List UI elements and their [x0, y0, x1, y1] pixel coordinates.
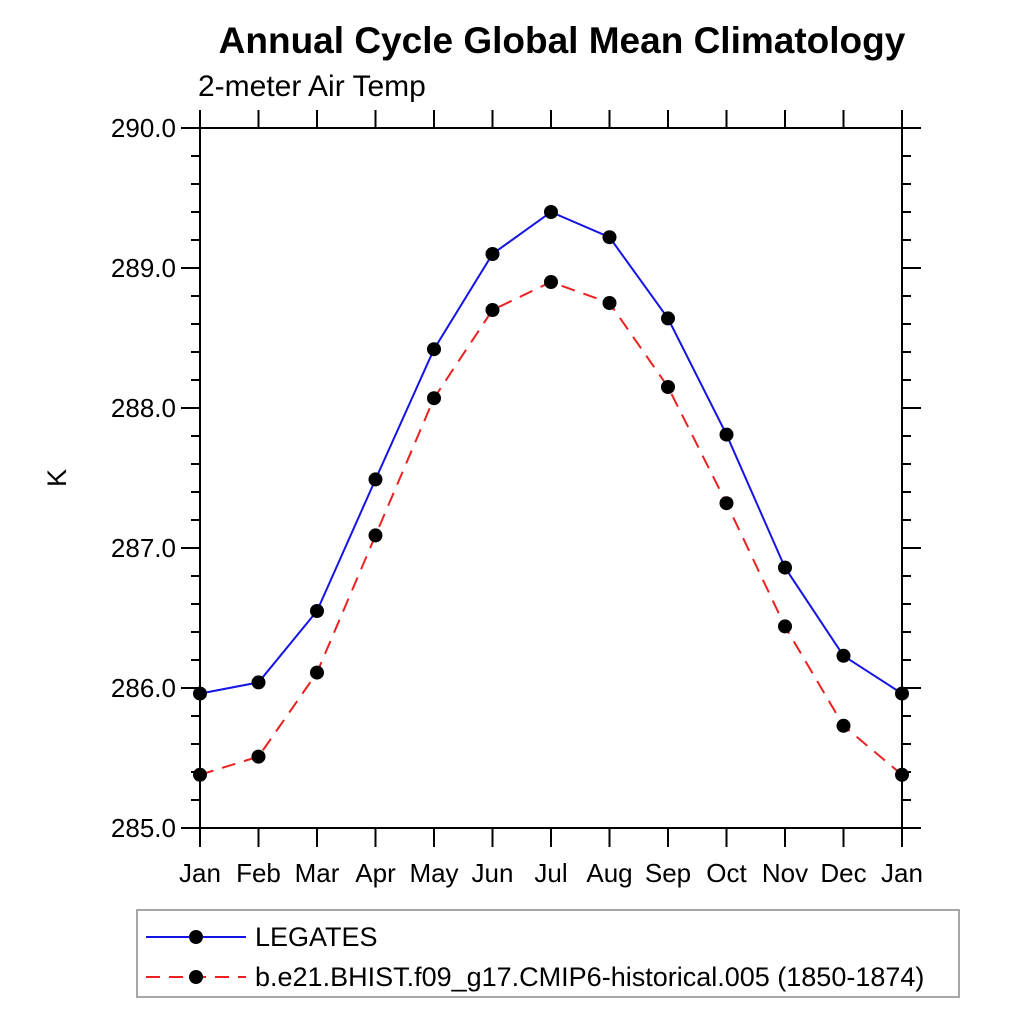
- data-point: [251, 675, 266, 690]
- x-tick-label: Jan: [179, 858, 221, 888]
- legend-label: b.e21.BHIST.f09_g17.CMIP6-historical.005…: [255, 961, 925, 992]
- data-point: [661, 380, 675, 394]
- x-tick-label: Apr: [355, 858, 396, 888]
- legend-item-legates: LEGATES: [138, 917, 958, 957]
- x-tick-label: Aug: [586, 858, 632, 888]
- data-point: [836, 718, 851, 733]
- x-tick-label: Jul: [534, 858, 567, 888]
- legend-item-model: b.e21.BHIST.f09_g17.CMIP6-historical.005…: [138, 957, 958, 997]
- y-tick-label: 290.0: [111, 113, 176, 143]
- data-point: [427, 391, 441, 406]
- x-tick-label: Oct: [706, 858, 747, 888]
- y-tick-label: 288.0: [111, 393, 176, 423]
- data-point: [427, 342, 441, 357]
- legend: LEGATES b.e21.BHIST.f09_g17.CMIP6-histor…: [136, 909, 960, 998]
- data-point: [895, 767, 909, 782]
- data-point: [836, 648, 851, 663]
- data-point: [310, 604, 324, 618]
- chart-subtitle: 2-meter Air Temp: [198, 70, 426, 103]
- legend-sample-line-dashed: [146, 970, 246, 984]
- x-tick-label: May: [409, 858, 458, 888]
- x-tick-label: Sep: [645, 858, 691, 888]
- x-tick-label: Mar: [295, 858, 340, 888]
- y-tick-label: 286.0: [111, 673, 176, 703]
- x-tick-label: Jan: [881, 858, 923, 888]
- legend-label: LEGATES: [255, 921, 378, 952]
- x-tick-label: Jun: [472, 858, 514, 888]
- data-point: [602, 296, 617, 310]
- legend-sample-line-solid: [146, 930, 246, 944]
- data-point: [602, 230, 617, 245]
- data-point: [778, 560, 792, 575]
- y-tick-label: 285.0: [111, 813, 176, 843]
- x-tick-label: Feb: [236, 858, 281, 888]
- data-point: [719, 496, 734, 511]
- data-point: [251, 749, 266, 764]
- x-tick-label: Dec: [820, 858, 866, 888]
- chart-title: Annual Cycle Global Mean Climatology: [218, 20, 906, 61]
- data-point: [310, 665, 324, 680]
- y-tick-label: 287.0: [111, 533, 176, 563]
- data-point: [895, 686, 909, 701]
- data-point: [778, 619, 792, 634]
- data-point: [368, 472, 383, 487]
- data-point: [368, 528, 383, 543]
- data-point: [661, 311, 675, 326]
- data-point: [485, 247, 500, 261]
- data-point: [544, 205, 558, 219]
- data-point: [544, 275, 558, 289]
- data-point: [719, 427, 734, 442]
- plot-frame: [199, 127, 903, 829]
- data-point: [193, 767, 207, 782]
- y-axis-label: K: [42, 469, 72, 487]
- data-point: [193, 686, 207, 701]
- x-tick-label: Nov: [762, 858, 808, 888]
- data-point: [485, 303, 500, 317]
- y-tick-label: 289.0: [111, 253, 176, 283]
- series-line-1: [199, 280, 903, 776]
